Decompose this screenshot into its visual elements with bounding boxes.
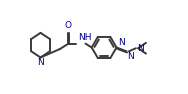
Text: NH: NH <box>79 33 92 42</box>
Text: N: N <box>37 58 44 67</box>
Text: O: O <box>65 21 72 30</box>
Text: N: N <box>127 52 134 61</box>
Text: N: N <box>137 44 143 53</box>
Text: N: N <box>118 38 125 47</box>
